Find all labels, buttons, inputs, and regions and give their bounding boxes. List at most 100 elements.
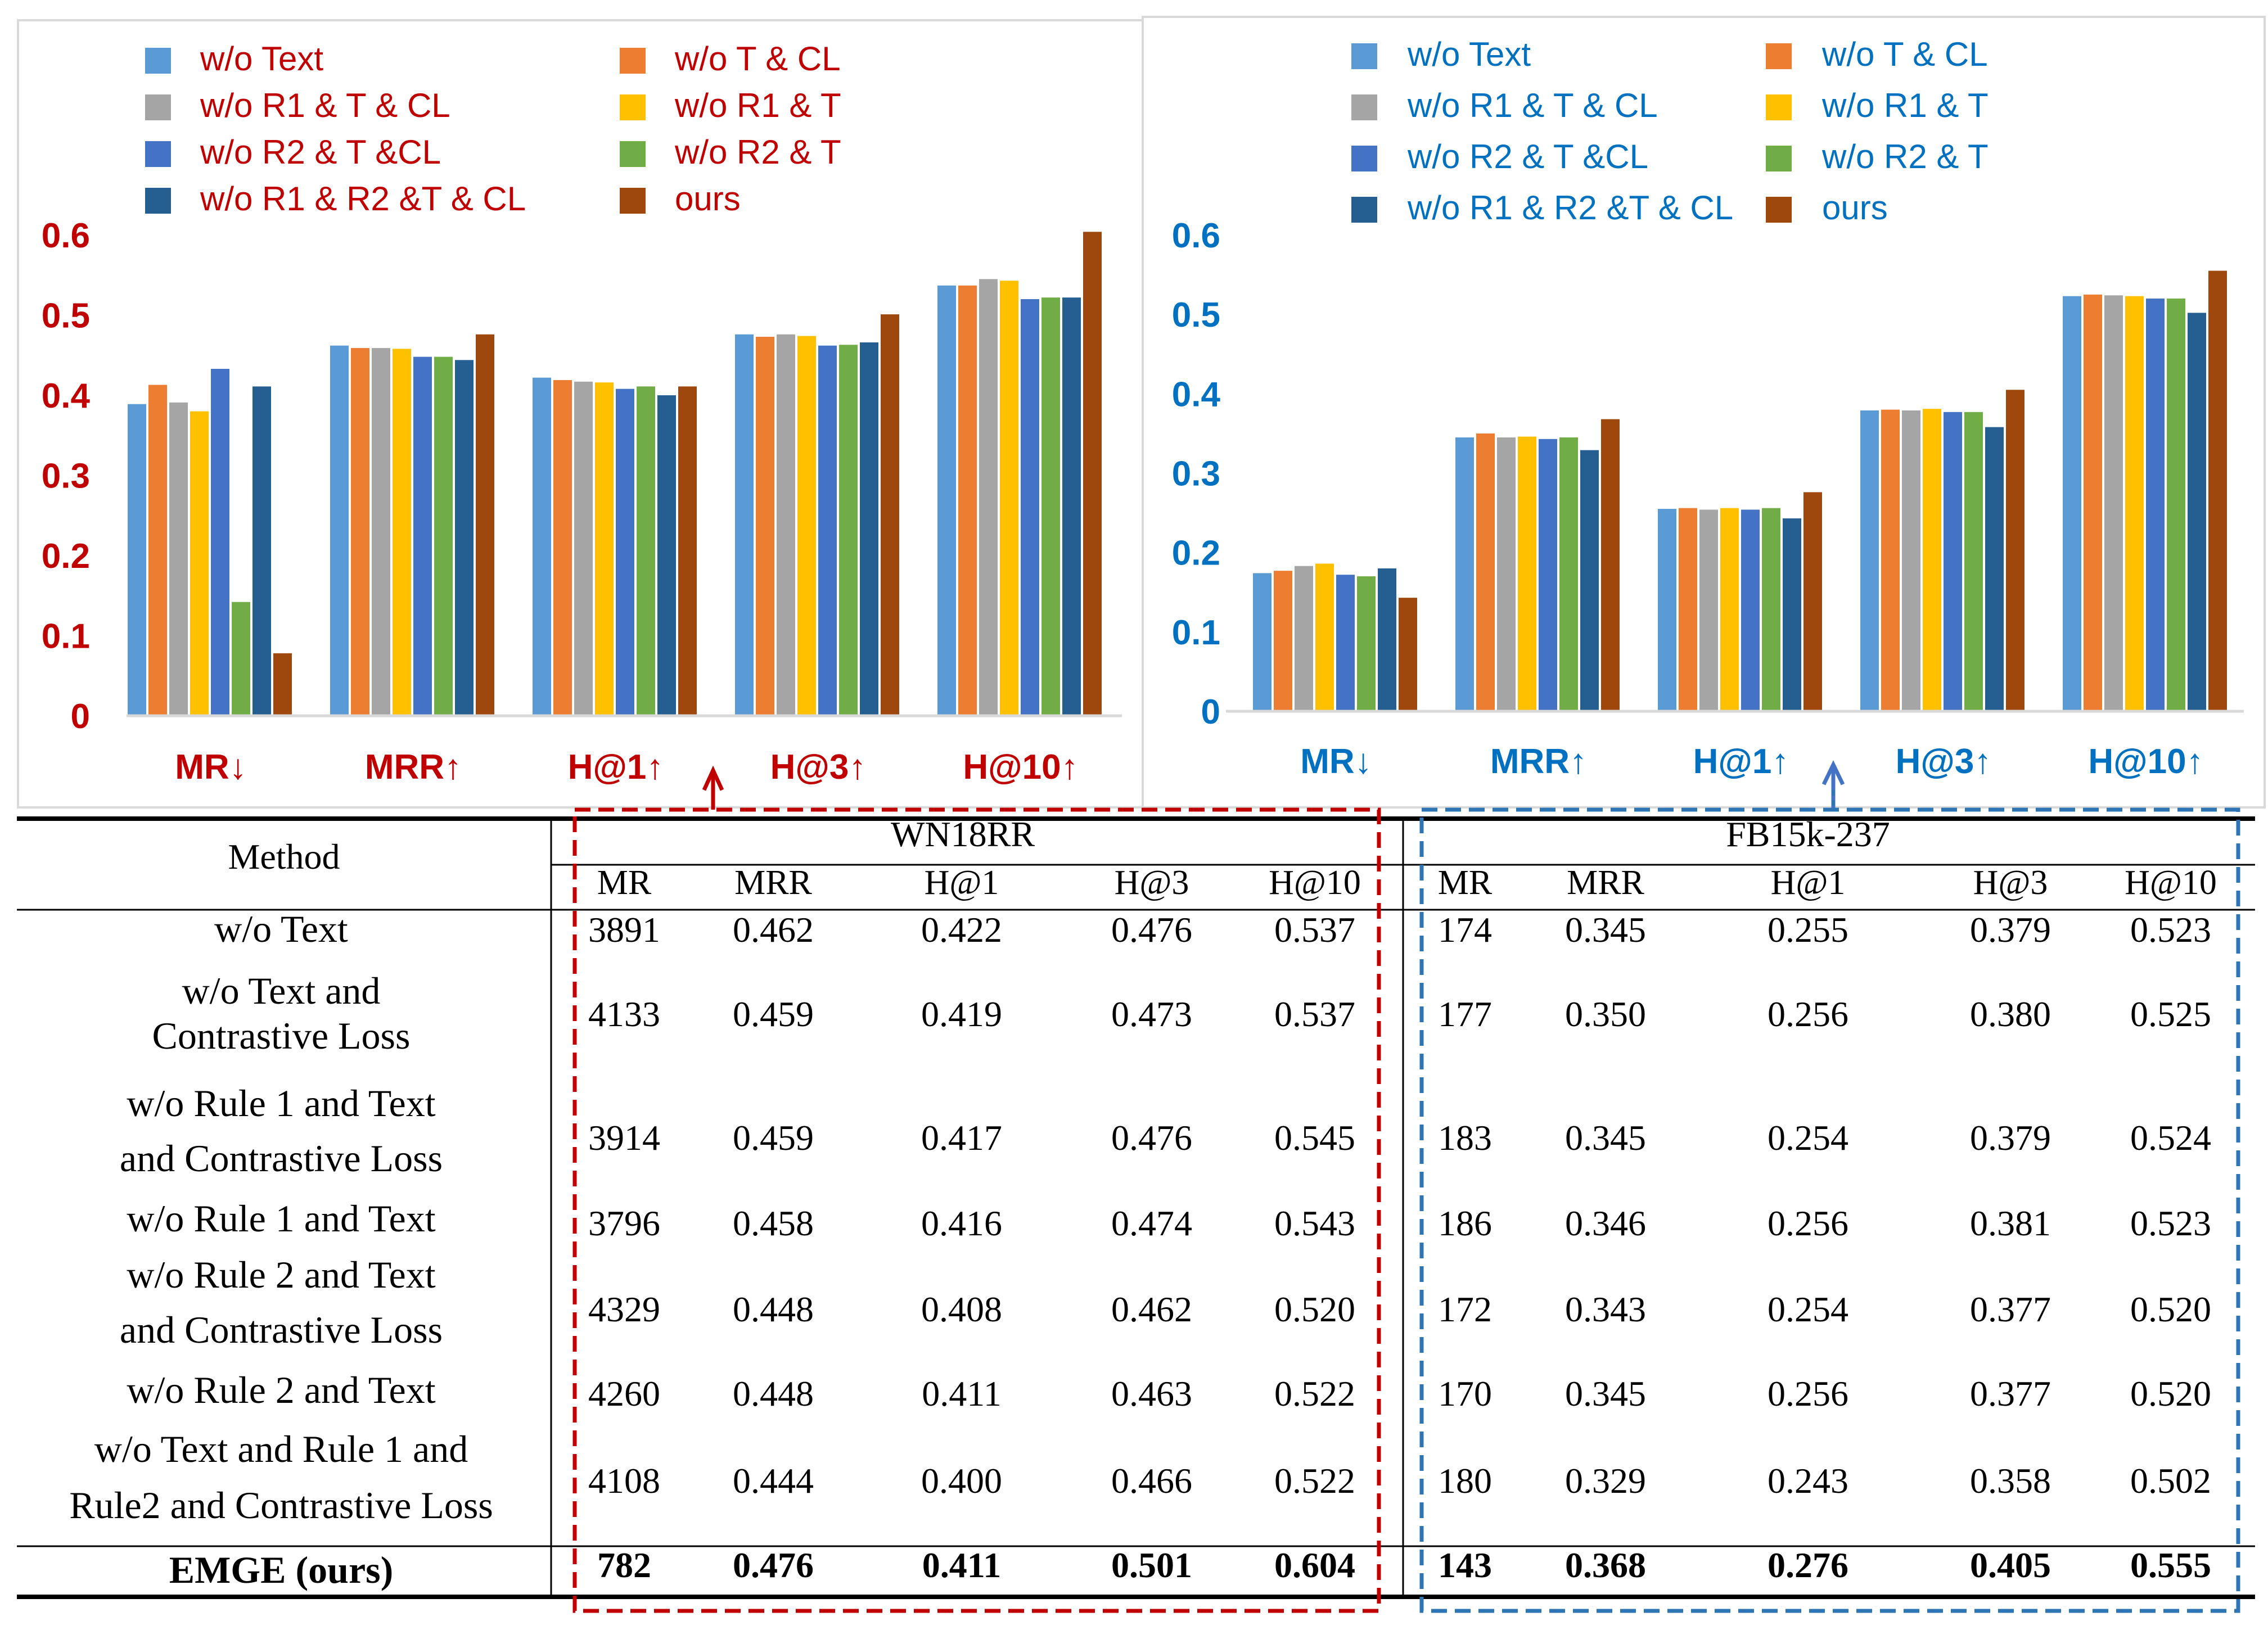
bar (1580, 450, 1599, 711)
fb15k-237-cell: 0.256 (1767, 1203, 1848, 1243)
wn18rr-cell: 4260 (588, 1374, 660, 1414)
fb15k-237-y-axis: 0 0.1 0.2 0.3 0.4 0.5 0.6 (1172, 216, 1221, 732)
wn18rr-cell: 4133 (588, 994, 660, 1034)
x-tick-label: H@1↑ (568, 748, 664, 787)
method-header: Method (228, 837, 340, 877)
wn18rr-cell: 0.476 (733, 1545, 814, 1585)
legend-swatch (1766, 94, 1792, 120)
fb15k-237-cell: 0.343 (1565, 1289, 1646, 1329)
bar (1083, 232, 1102, 716)
bar (574, 381, 593, 716)
bar (413, 356, 432, 716)
legend-swatch (1351, 146, 1377, 171)
bar (148, 385, 167, 716)
legend-swatch (1351, 94, 1377, 120)
legend-swatch (1351, 197, 1377, 223)
legend-label: w/o Text (200, 40, 323, 78)
legend-swatch (145, 94, 171, 120)
wn18rr-x-axis: MR↓ MRR↑ H@1↑ H@3↑ H@10↑ (175, 748, 1078, 787)
legend-label: w/o R2 & T (674, 133, 841, 171)
legend-label: w/o T & CL (1821, 35, 1988, 73)
fb15k-237-cell: 0.276 (1767, 1545, 1848, 1585)
bar (1041, 297, 1060, 716)
wn18rr-cell: 0.411 (922, 1374, 1002, 1414)
fb15k-237-cell: 174 (1438, 910, 1492, 950)
fb15k-237-bars (1253, 270, 2227, 711)
legend-swatch (1766, 43, 1792, 69)
fb15k-237-cell: 0.254 (1767, 1289, 1848, 1329)
bar (434, 356, 453, 716)
fb15k-237-cell: 183 (1438, 1118, 1492, 1158)
y-tick-label: 0 (71, 697, 90, 736)
x-tick-label: MR↓ (1300, 742, 1372, 781)
wn18rr-cell: 0.476 (1111, 1118, 1192, 1158)
wn18rr-cell: 0.459 (733, 994, 814, 1034)
y-tick-label: 0.4 (42, 377, 91, 416)
fb15k-237-cell: 186 (1438, 1203, 1492, 1243)
fb15k-237-cell: 170 (1438, 1374, 1492, 1414)
fb15k-237-cell: 0.368 (1565, 1545, 1646, 1585)
legend-label: w/o R1 & R2 &T & CL (200, 180, 526, 218)
legend-label: w/o R1 & T & CL (200, 87, 450, 124)
wn18rr-cell: 0.411 (922, 1545, 1001, 1585)
bar (1762, 508, 1780, 711)
wn18rr-metric-header: H@1 (925, 864, 999, 902)
fb15k-237-metric-header: MRR (1567, 864, 1644, 902)
fb15k-237-cell: 180 (1438, 1461, 1492, 1501)
bar (797, 336, 816, 716)
wn18rr-cell: 0.463 (1111, 1374, 1192, 1414)
table-body: w/o Text 3891 0.462 0.422 0.476 0.537 174 0.345… (69, 907, 2211, 1591)
wn18rr-cell: 0.448 (733, 1374, 814, 1414)
wn18rr-cell: 0.444 (733, 1461, 814, 1501)
legend-label: w/o R2 & T &CL (1407, 138, 1648, 175)
fb15k-237-cell: 0.523 (2130, 910, 2211, 950)
bar (2084, 294, 2102, 711)
method-name: and Contrastive Loss (120, 1137, 443, 1180)
y-tick-label: 0.6 (42, 216, 90, 255)
bar (372, 347, 390, 716)
legend-swatch (1351, 43, 1377, 69)
method-name: w/o Rule 2 and Text (127, 1369, 435, 1411)
wn18rr-cell: 0.448 (733, 1289, 814, 1329)
y-tick-label: 0.4 (1172, 375, 1221, 414)
wn18rr-cell: 4329 (588, 1289, 660, 1329)
bar (1601, 419, 1620, 711)
fb15k-237-group-header: FB15k-237 (1726, 814, 1890, 854)
fb15k-237-cell: 0.525 (2130, 994, 2211, 1034)
method-name: w/o Rule 1 and Text (127, 1082, 435, 1125)
wn18rr-cell: 0.522 (1274, 1461, 1355, 1501)
y-tick-label: 0.5 (1172, 296, 1220, 335)
y-tick-label: 0.2 (42, 537, 90, 576)
wn18rr-chart-legend: w/o Text w/o T & CL w/o R1 & T & CL w/o R1 … (145, 40, 841, 218)
legend-label: w/o R2 & T &CL (200, 133, 441, 171)
bar (1720, 508, 1739, 711)
bar (1378, 568, 1396, 711)
bar (979, 279, 998, 716)
legend-swatch (620, 48, 646, 74)
fb15k-237-cell: 0.381 (1970, 1203, 2051, 1243)
bar (735, 334, 754, 716)
bar (1021, 299, 1039, 716)
fb15k-237-metric-header: H@10 (2125, 864, 2217, 902)
wn18rr-cell: 0.416 (921, 1203, 1002, 1243)
fb15k-237-cell: 0.520 (2130, 1374, 2211, 1414)
wn18rr-cell: 0.522 (1274, 1374, 1355, 1414)
method-name: w/o Text and (182, 969, 381, 1012)
bar (273, 653, 292, 716)
bar (2146, 298, 2165, 711)
fb15k-237-cell: 0.256 (1767, 1374, 1848, 1414)
wn18rr-bars (128, 232, 1102, 716)
wn18rr-bar-chart: w/o Text w/o T & CL w/o R1 & T & CL w/o R1 … (17, 19, 1144, 809)
fb15k-237-cell: 0.405 (1970, 1545, 2051, 1585)
fb15k-237-cell: 0.345 (1565, 1118, 1646, 1158)
bar (860, 342, 878, 716)
wn18rr-cell: 0.462 (733, 910, 814, 950)
fb15k-237-cell: 0.329 (1565, 1461, 1646, 1501)
method-name: EMGE (ours) (169, 1548, 394, 1591)
method-name: and Contrastive Loss (120, 1308, 443, 1351)
bar (1476, 433, 1495, 711)
fb15k-237-highlight-box (1419, 807, 2240, 1613)
bar (1518, 436, 1536, 711)
bar (777, 334, 795, 716)
bar (839, 345, 858, 716)
